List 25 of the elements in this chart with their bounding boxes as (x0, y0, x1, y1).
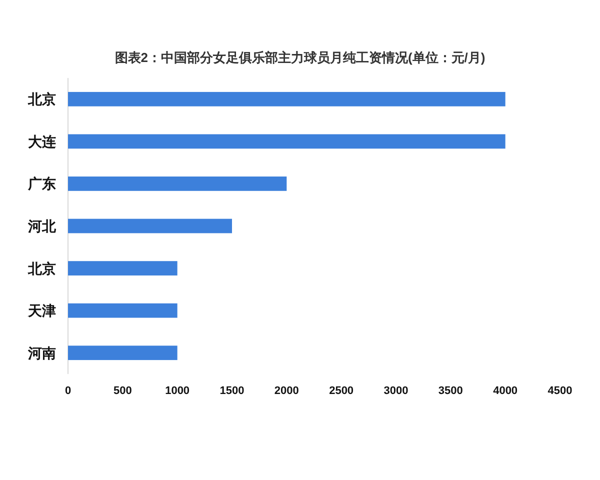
x-tick-label: 0 (64, 385, 72, 397)
x-tick-label: 3000 (384, 385, 408, 397)
x-tick-label: 3500 (438, 385, 463, 397)
x-tick-label: 2000 (274, 385, 299, 397)
y-tick-label: 天津 (27, 302, 56, 319)
x-tick-label: 500 (113, 385, 132, 397)
bar (68, 261, 178, 276)
bar (68, 218, 232, 234)
bar (68, 176, 287, 191)
x-tick-label: 1000 (165, 385, 190, 397)
x-tick-label: 4500 (548, 385, 572, 397)
chart-title: 图表2：中国部分女足俱乐部主力球员月纯工资情况(单位：元/月) (114, 50, 486, 65)
x-tick-label: 2500 (329, 385, 354, 397)
x-tick-label: 4000 (493, 385, 518, 397)
bar (68, 92, 506, 106)
bar (68, 303, 178, 318)
bar (68, 346, 178, 360)
y-tick-label: 大连 (28, 133, 57, 150)
y-tick-label: 北京 (27, 260, 56, 276)
x-tick-label: 1500 (220, 385, 244, 397)
y-tick-label: 北京 (27, 91, 56, 108)
y-tick-label: 河北 (27, 218, 57, 234)
bar (68, 134, 506, 149)
y-tick-label: 广东 (27, 176, 56, 192)
y-tick-label: 河南 (27, 344, 56, 361)
